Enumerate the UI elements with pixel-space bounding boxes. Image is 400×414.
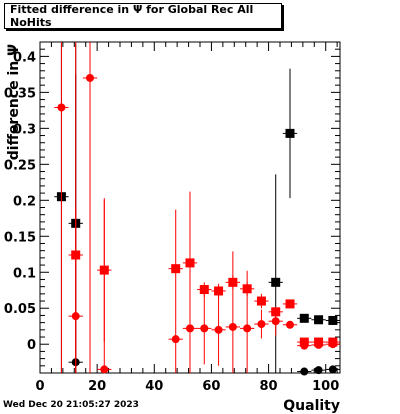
circle-marker	[300, 367, 309, 376]
circle-marker	[300, 341, 309, 350]
y-tick-label: 0.15	[4, 230, 36, 245]
data-point	[268, 174, 283, 373]
data-point	[325, 365, 340, 374]
square-marker	[256, 296, 266, 306]
x-tick-label: 60	[202, 379, 220, 394]
square-marker	[214, 286, 224, 296]
data-point	[282, 320, 298, 329]
circle-marker	[257, 320, 266, 329]
circle-marker	[71, 312, 80, 321]
data-point	[254, 293, 269, 309]
circle-marker	[200, 324, 209, 333]
y-tick-label: 0.05	[4, 302, 36, 317]
data-point	[325, 315, 340, 325]
data-point	[211, 293, 226, 366]
square-marker	[199, 285, 209, 295]
square-marker	[271, 277, 281, 287]
data-point	[168, 209, 183, 373]
chart-title-text: Fitted difference in Ψ for Global Rec Al…	[10, 3, 254, 29]
y-tick-label: 0.35	[4, 86, 36, 101]
data-point	[68, 208, 83, 373]
circle-marker	[271, 317, 280, 326]
circle-marker	[214, 325, 223, 334]
y-tick-label: 0.2	[13, 194, 36, 209]
data-point	[297, 341, 312, 350]
x-axis-label: Quality	[283, 398, 340, 414]
circle-marker	[171, 335, 180, 344]
circle-marker	[328, 340, 337, 349]
data-point	[282, 299, 298, 309]
square-marker	[299, 313, 309, 323]
circle-marker	[86, 73, 94, 82]
data-point	[297, 367, 312, 376]
x-tick-label: 0	[35, 379, 44, 394]
data-point	[254, 309, 269, 339]
data-point	[197, 292, 212, 365]
chart-title: Fitted difference in Ψ for Global Rec Al…	[4, 3, 282, 29]
data-point	[225, 251, 240, 373]
y-tick-label: 0.1	[13, 266, 36, 281]
x-tick-label: 20	[88, 379, 106, 394]
data-point	[282, 68, 298, 199]
circle-marker	[186, 324, 194, 333]
data-point	[82, 42, 98, 373]
circle-marker	[328, 365, 337, 374]
data-point	[311, 366, 326, 375]
square-marker	[314, 315, 324, 325]
y-tick-label: 0.4	[13, 50, 36, 65]
data-point	[268, 306, 283, 336]
data-point	[54, 42, 69, 373]
circle-marker	[57, 103, 66, 112]
square-marker	[285, 299, 295, 309]
circle-marker	[100, 365, 109, 374]
data-point	[97, 200, 112, 374]
x-tick-label: 100	[312, 379, 339, 394]
circle-marker	[228, 322, 237, 331]
timestamp: Wed Dec 20 21:05:27 2023	[3, 400, 139, 410]
x-tick-label: 80	[260, 379, 278, 394]
data-point	[311, 340, 326, 349]
axis-ticks: 0 20 40 60 80 100 0 0.05 0.1 0.15 0.2 0.25 0.3 0.35 0.…	[4, 41, 340, 394]
square-marker	[285, 128, 295, 138]
circle-marker	[314, 340, 323, 349]
circle-marker	[243, 324, 252, 333]
circle-marker	[314, 366, 323, 375]
data-point	[182, 191, 198, 373]
data-point	[311, 315, 326, 325]
y-tick-label: 0	[27, 338, 36, 353]
y-axis-label: difference in Ψ	[6, 44, 22, 160]
data-marks	[54, 42, 340, 376]
square-marker	[328, 315, 338, 325]
data-point	[325, 340, 340, 349]
y-tick-label: 0.25	[4, 158, 36, 173]
x-tick-label: 40	[145, 379, 163, 394]
data-point	[297, 313, 312, 323]
circle-marker	[286, 320, 294, 329]
data-point	[240, 270, 255, 373]
y-tick-label: 0.3	[13, 122, 36, 137]
